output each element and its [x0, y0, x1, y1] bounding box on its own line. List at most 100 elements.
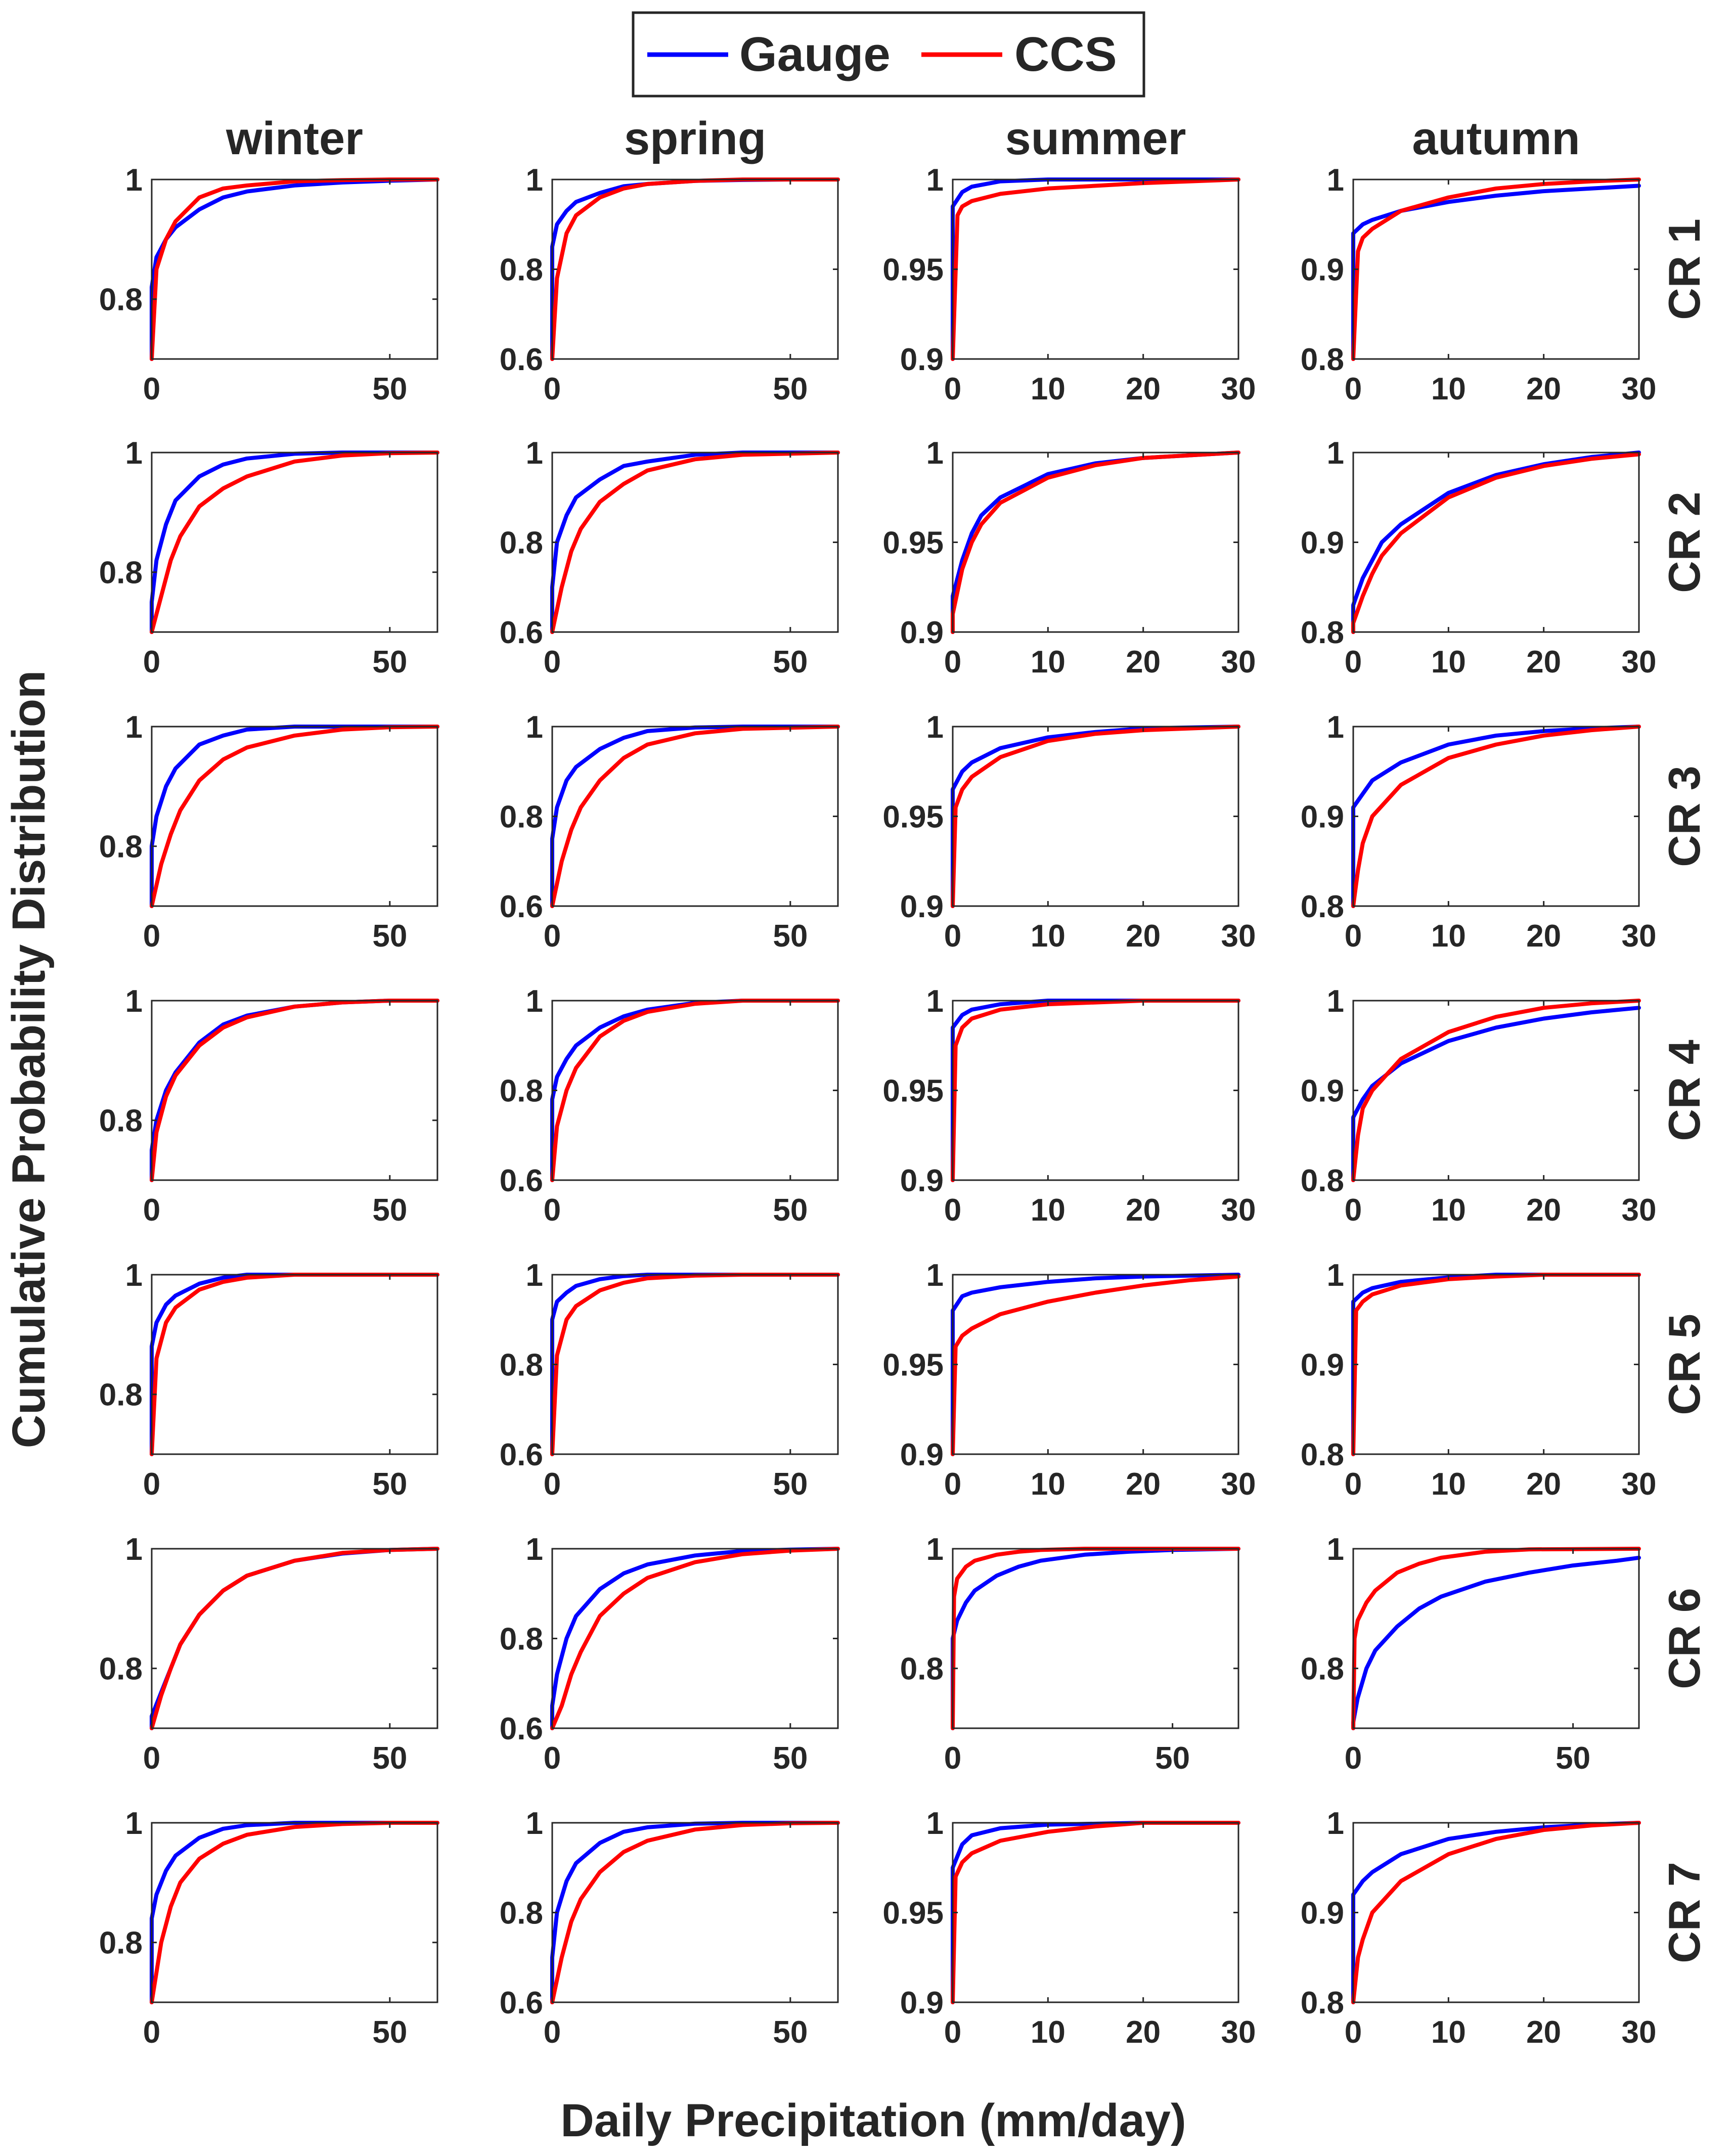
x-tick-label: 10 — [1031, 1467, 1065, 1502]
x-tick-label: 0 — [143, 372, 160, 407]
y-tick-label: 0.8 — [500, 1348, 543, 1383]
x-tick-label: 0 — [944, 645, 961, 680]
y-tick-label: 1 — [125, 984, 143, 1019]
y-tick-label: 1 — [926, 710, 944, 745]
row-label-cr-6: CR 6 — [1659, 1588, 1709, 1689]
y-tick-label: 0.9 — [1301, 1074, 1344, 1109]
row-label-cr-5: CR 5 — [1659, 1314, 1709, 1415]
x-tick-label: 0 — [143, 645, 160, 680]
gauge-cdf-line — [1351, 184, 1641, 361]
y-tick-label: 1 — [926, 1258, 944, 1293]
x-tick-label: 20 — [1526, 372, 1561, 407]
x-tick-label: 50 — [372, 372, 407, 407]
ccs-cdf-line — [150, 999, 439, 1182]
panel-cr-7-autumn: 0 10 20 30 0.8 0.9 1 — [1301, 1806, 1657, 2050]
panel-cr-3-spring: 0 50 0.6 0.8 1 — [500, 710, 840, 954]
y-tick-label: 0.8 — [500, 253, 543, 288]
row-label-cr-4: CR 4 — [1659, 1040, 1709, 1141]
y-tick-label: 0.8 — [99, 830, 143, 865]
y-tick-label: 0.8 — [500, 1622, 543, 1657]
x-tick-label: 30 — [1622, 919, 1657, 954]
y-tick-label: 0.8 — [1301, 1438, 1344, 1472]
y-tick-label: 0.95 — [882, 526, 944, 561]
ccs-cdf-line — [1351, 1821, 1641, 2004]
x-tick-label: 20 — [1126, 1467, 1161, 1502]
y-tick-label: 1 — [125, 1532, 143, 1567]
y-tick-label: 1 — [526, 1532, 543, 1567]
y-tick-label: 0.9 — [1301, 1348, 1344, 1383]
x-tick-label: 0 — [1345, 372, 1362, 407]
legend: Gauge CCS — [632, 11, 1145, 98]
legend-gauge-label: Gauge — [739, 27, 891, 81]
x-tick-label: 0 — [544, 1467, 561, 1502]
x-tick-label: 0 — [944, 1741, 961, 1776]
ccs-cdf-line — [1351, 452, 1641, 634]
x-axis-title: Daily Precipitation (mm/day) — [560, 2095, 1186, 2146]
y-tick-label: 0.9 — [900, 342, 944, 377]
x-tick-label: 50 — [1556, 1741, 1590, 1776]
x-tick-label: 30 — [1622, 372, 1657, 407]
y-tick-label: 1 — [1327, 436, 1344, 471]
y-tick-label: 1 — [526, 984, 543, 1019]
y-tick-label: 1 — [926, 984, 944, 1019]
x-tick-label: 30 — [1221, 2015, 1256, 2050]
ccs-cdf-line — [951, 1274, 1240, 1456]
plot-area — [953, 179, 1238, 359]
x-tick-label: 50 — [773, 1467, 808, 1502]
x-tick-label: 30 — [1221, 372, 1256, 407]
plot-area — [953, 1549, 1238, 1728]
x-tick-label: 30 — [1622, 2015, 1657, 2050]
y-tick-label: 1 — [1327, 1806, 1344, 1841]
x-tick-label: 10 — [1031, 919, 1065, 954]
panel-cr-5-autumn: 0 10 20 30 0.8 0.9 1 — [1301, 1258, 1657, 1502]
y-tick-label: 0.8 — [500, 1896, 543, 1931]
y-tick-label: 0.8 — [99, 1652, 143, 1687]
y-tick-label: 0.8 — [1301, 1986, 1344, 2020]
plot-area — [953, 453, 1238, 632]
y-tick-label: 0.6 — [500, 889, 543, 924]
panel-cr-1-autumn: 0 10 20 30 0.8 0.9 1 — [1301, 163, 1657, 407]
x-tick-label: 50 — [773, 919, 808, 954]
plot-area — [552, 453, 838, 632]
panel-cr-4-spring: 0 50 0.6 0.8 1 — [500, 984, 840, 1228]
ccs-cdf-line — [951, 725, 1240, 908]
season-title-autumn: autumn — [1412, 113, 1580, 164]
x-tick-label: 20 — [1126, 1193, 1161, 1228]
y-tick-label: 0.8 — [99, 283, 143, 318]
x-tick-label: 30 — [1221, 919, 1256, 954]
x-tick-label: 50 — [773, 1741, 808, 1776]
plot-area — [152, 1549, 437, 1728]
y-tick-label: 0.8 — [500, 1074, 543, 1109]
axes-box — [952, 1548, 1239, 1729]
ccs-cdf-line — [150, 725, 439, 908]
y-tick-label: 0.8 — [500, 526, 543, 561]
x-tick-label: 0 — [544, 372, 561, 407]
x-tick-label: 0 — [143, 1741, 160, 1776]
y-tick-label: 0.6 — [500, 1163, 543, 1198]
panel-cr-6-summer: 0 50 0.8 1 — [900, 1532, 1240, 1776]
x-tick-label: 0 — [544, 645, 561, 680]
panel-cr-3-winter: 0 50 0.8 1 — [99, 710, 439, 954]
x-tick-label: 30 — [1622, 1193, 1657, 1228]
x-tick-label: 50 — [372, 919, 407, 954]
x-tick-label: 10 — [1431, 645, 1466, 680]
panel-cr-3-summer: 0 10 20 30 0.9 0.95 1 — [882, 710, 1256, 954]
ccs-cdf-line — [1351, 1547, 1641, 1730]
x-tick-label: 10 — [1431, 919, 1466, 954]
y-tick-label: 0.9 — [1301, 1896, 1344, 1931]
gauge-cdf-line — [951, 1547, 1240, 1730]
plot-area — [1353, 727, 1639, 906]
x-tick-label: 20 — [1526, 1193, 1561, 1228]
season-title-spring: spring — [624, 113, 766, 164]
axes-box — [151, 452, 438, 633]
gauge-cdf-line — [150, 177, 439, 361]
y-tick-label: 1 — [1327, 163, 1344, 198]
y-tick-label: 0.6 — [500, 615, 543, 650]
x-tick-label: 50 — [1155, 1741, 1190, 1776]
ccs-cdf-line — [951, 177, 1240, 361]
x-tick-label: 0 — [544, 1741, 561, 1776]
gauge-cdf-line — [1351, 1555, 1641, 1730]
x-tick-label: 50 — [372, 2015, 407, 2050]
y-tick-label: 0.9 — [900, 615, 944, 650]
gauge-cdf-line — [1351, 725, 1641, 908]
